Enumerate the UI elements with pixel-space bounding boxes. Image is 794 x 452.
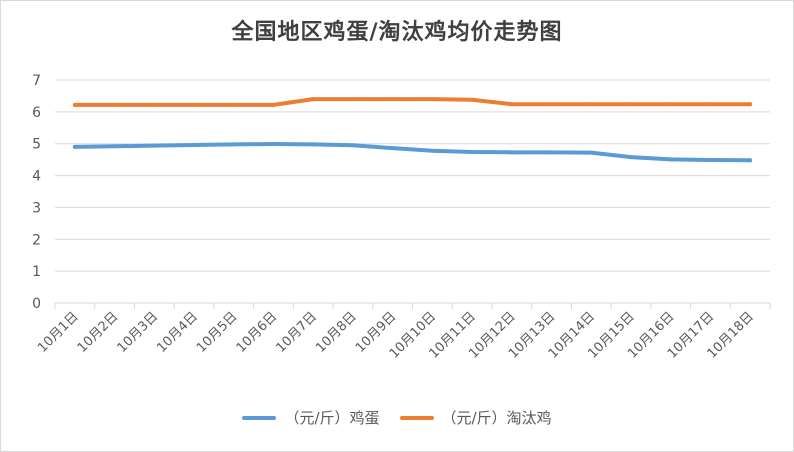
x-tick-label: 10月3日 xyxy=(115,309,162,356)
data-point-0-8 xyxy=(390,146,395,151)
data-point-1-10 xyxy=(470,97,475,102)
data-point-0-12 xyxy=(549,150,554,155)
data-point-1-0 xyxy=(72,102,77,107)
data-point-0-5 xyxy=(271,142,276,147)
legend-item-eggs: （元/斤）鸡蛋 xyxy=(242,407,380,428)
data-point-0-13 xyxy=(589,150,594,155)
data-point-0-9 xyxy=(430,148,435,153)
legend-swatch-culled-hens xyxy=(399,415,434,420)
x-tick-label: 10月1日 xyxy=(35,309,82,356)
data-point-0-0 xyxy=(72,144,77,149)
legend: （元/斤）鸡蛋 （元/斤）淘汰鸡 xyxy=(0,407,794,428)
y-tick-label: 1 xyxy=(32,264,41,280)
y-tick-label: 3 xyxy=(32,200,41,216)
data-point-1-8 xyxy=(390,97,395,102)
data-point-1-2 xyxy=(152,102,157,107)
y-tick-label: 7 xyxy=(32,73,41,89)
data-point-0-1 xyxy=(112,144,117,149)
series-line-0 xyxy=(72,142,753,163)
data-point-1-13 xyxy=(589,102,594,107)
data-point-1-6 xyxy=(311,97,316,102)
data-point-0-10 xyxy=(470,149,475,154)
chart-title: 全国地区鸡蛋/淘汰鸡均价走势图 xyxy=(231,20,563,45)
x-tick-label: 10月8日 xyxy=(313,309,360,356)
y-tick-label: 0 xyxy=(32,296,41,312)
data-point-0-7 xyxy=(350,143,355,148)
legend-item-culled-hens: （元/斤）淘汰鸡 xyxy=(399,407,552,428)
legend-swatch-eggs xyxy=(242,415,277,420)
data-point-0-11 xyxy=(509,150,514,155)
data-point-1-14 xyxy=(628,102,633,107)
data-point-1-12 xyxy=(549,102,554,107)
x-tick-label: 10月5日 xyxy=(194,309,241,356)
legend-label-eggs: （元/斤）鸡蛋 xyxy=(284,409,380,427)
y-tick-label: 2 xyxy=(32,232,41,248)
data-point-1-1 xyxy=(112,102,117,107)
data-point-0-14 xyxy=(628,155,633,160)
data-point-1-15 xyxy=(668,102,673,107)
y-tick-label: 6 xyxy=(32,105,41,121)
data-point-0-16 xyxy=(708,157,713,162)
x-tick-label: 10月4日 xyxy=(154,309,201,356)
data-point-1-11 xyxy=(509,102,514,107)
data-point-1-9 xyxy=(430,97,435,102)
data-point-1-7 xyxy=(350,97,355,102)
series-line-1 xyxy=(72,97,753,107)
data-point-1-3 xyxy=(192,102,197,107)
x-tick-label: 10月7日 xyxy=(273,309,320,356)
x-tick-label: 10月6日 xyxy=(234,309,281,356)
data-point-0-2 xyxy=(152,143,157,148)
data-point-1-16 xyxy=(708,102,713,107)
data-point-1-17 xyxy=(748,102,753,107)
data-point-0-17 xyxy=(748,158,753,163)
x-tick-label: 10月2日 xyxy=(75,309,122,356)
data-point-0-15 xyxy=(668,157,673,162)
data-point-0-3 xyxy=(192,142,197,147)
data-point-1-4 xyxy=(231,102,236,107)
data-point-1-5 xyxy=(271,102,276,107)
legend-label-culled-hens: （元/斤）淘汰鸡 xyxy=(441,409,552,427)
data-point-0-4 xyxy=(231,142,236,147)
y-tick-label: 4 xyxy=(32,169,41,185)
data-point-0-6 xyxy=(311,142,316,147)
y-tick-label: 5 xyxy=(32,137,41,153)
